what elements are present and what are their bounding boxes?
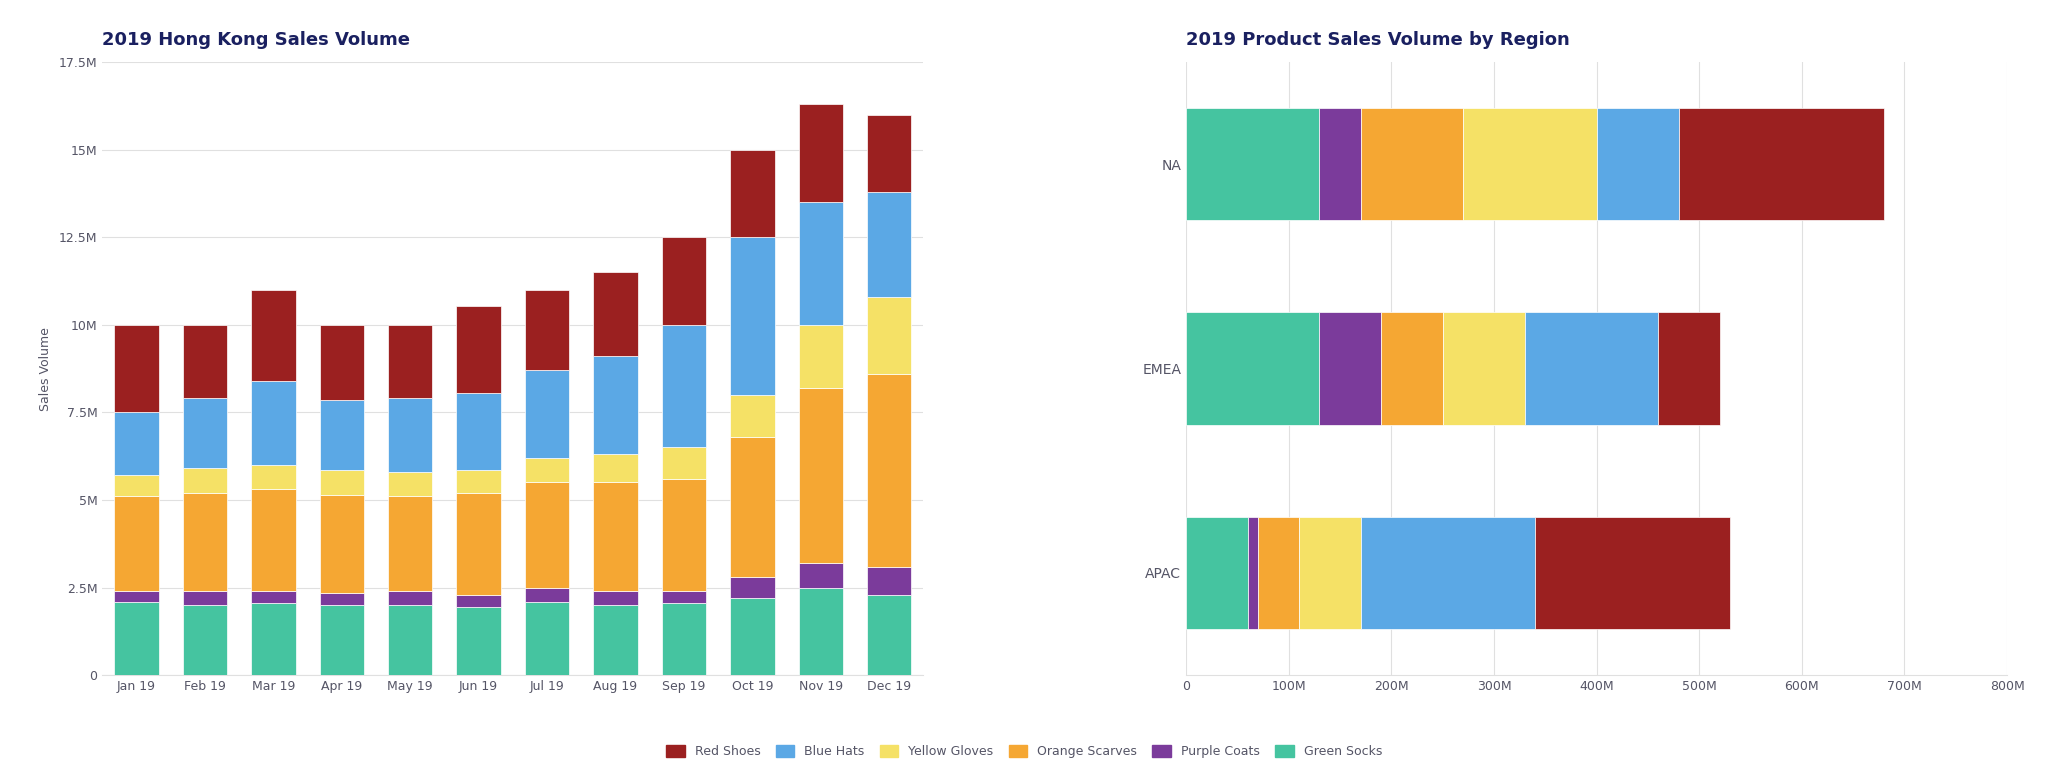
Bar <box>662 325 707 448</box>
Bar <box>182 493 227 591</box>
Bar <box>1186 517 1247 629</box>
Bar <box>524 370 569 458</box>
Bar <box>1659 313 1720 424</box>
Bar <box>1186 313 1319 424</box>
Bar <box>182 469 227 493</box>
Bar <box>662 479 707 591</box>
Bar <box>594 356 637 455</box>
Bar <box>319 470 365 495</box>
Bar <box>662 603 707 675</box>
Legend: Red Shoes, Blue Hats, Yellow Gloves, Orange Scarves, Purple Coats, Green Socks: Red Shoes, Blue Hats, Yellow Gloves, Ora… <box>662 742 1386 762</box>
Bar <box>252 591 295 603</box>
Bar <box>662 237 707 325</box>
Bar <box>594 591 637 605</box>
Bar <box>115 325 160 412</box>
Bar <box>252 465 295 490</box>
Bar <box>182 605 227 675</box>
Bar <box>866 594 911 675</box>
Bar <box>799 388 844 563</box>
Bar <box>387 325 432 398</box>
Bar <box>252 381 295 465</box>
Bar <box>662 448 707 479</box>
Bar <box>319 495 365 593</box>
Bar <box>1319 108 1360 220</box>
Bar <box>387 398 432 472</box>
Bar <box>1524 313 1659 424</box>
Bar <box>1597 108 1679 220</box>
Bar <box>799 587 844 675</box>
Bar <box>457 607 502 675</box>
Bar <box>1298 517 1360 629</box>
Bar <box>524 483 569 587</box>
Bar <box>1360 108 1462 220</box>
Bar <box>799 563 844 587</box>
Bar <box>252 490 295 591</box>
Bar <box>457 470 502 493</box>
Text: 2019 Product Sales Volume by Region: 2019 Product Sales Volume by Region <box>1186 31 1571 50</box>
Bar <box>457 493 502 594</box>
Bar <box>1319 313 1380 424</box>
Bar <box>866 566 911 594</box>
Bar <box>1380 313 1442 424</box>
Bar <box>662 591 707 603</box>
Bar <box>799 325 844 388</box>
Bar <box>319 325 365 400</box>
Bar <box>866 192 911 296</box>
Bar <box>594 455 637 483</box>
Bar <box>729 237 774 395</box>
Bar <box>1360 517 1536 629</box>
Bar <box>115 591 160 601</box>
Y-axis label: Sales Volume: Sales Volume <box>39 327 51 411</box>
Bar <box>524 587 569 601</box>
Bar <box>866 115 911 192</box>
Bar <box>729 437 774 577</box>
Bar <box>866 374 911 566</box>
Bar <box>524 458 569 483</box>
Bar <box>1257 517 1298 629</box>
Bar <box>252 289 295 381</box>
Bar <box>799 203 844 325</box>
Bar <box>729 598 774 675</box>
Bar <box>1536 517 1731 629</box>
Bar <box>182 591 227 605</box>
Bar <box>1442 313 1524 424</box>
Bar <box>457 594 502 607</box>
Bar <box>524 289 569 370</box>
Bar <box>319 605 365 675</box>
Bar <box>1247 517 1257 629</box>
Bar <box>866 296 911 374</box>
Bar <box>387 591 432 605</box>
Bar <box>319 400 365 470</box>
Bar <box>387 472 432 497</box>
Bar <box>115 476 160 497</box>
Bar <box>729 577 774 598</box>
Bar <box>319 593 365 605</box>
Bar <box>1186 108 1319 220</box>
Bar <box>387 497 432 591</box>
Text: 2019 Hong Kong Sales Volume: 2019 Hong Kong Sales Volume <box>102 31 410 50</box>
Bar <box>1679 108 1884 220</box>
Bar <box>594 605 637 675</box>
Bar <box>594 272 637 356</box>
Bar <box>729 150 774 237</box>
Bar <box>182 325 227 398</box>
Bar <box>799 104 844 203</box>
Bar <box>252 603 295 675</box>
Bar <box>1462 108 1597 220</box>
Bar <box>457 306 502 393</box>
Bar <box>524 601 569 675</box>
Bar <box>457 393 502 470</box>
Bar <box>594 483 637 591</box>
Bar <box>729 395 774 437</box>
Bar <box>387 605 432 675</box>
Bar <box>182 398 227 469</box>
Bar <box>115 497 160 591</box>
Bar <box>115 601 160 675</box>
Bar <box>115 412 160 476</box>
